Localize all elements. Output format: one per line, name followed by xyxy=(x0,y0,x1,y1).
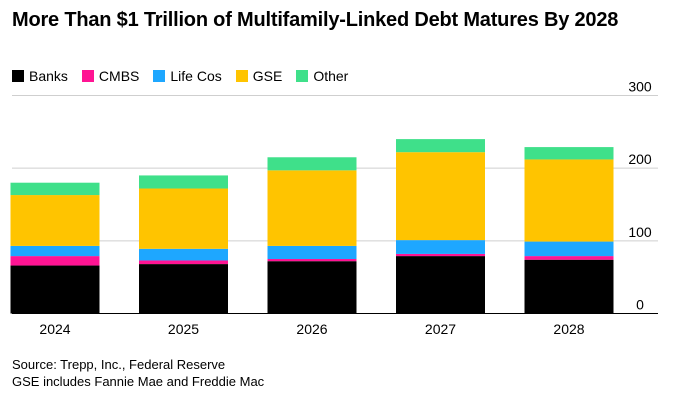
x-tick-label: 2024 xyxy=(39,321,70,337)
bar-segment-banks xyxy=(267,261,357,314)
bar-segment-other xyxy=(139,175,228,189)
legend-item-life-cos: Life Cos xyxy=(153,68,222,84)
legend-item-banks: Banks xyxy=(12,68,68,84)
legend-item-gse: GSE xyxy=(235,68,283,84)
bar-segment-life-cos xyxy=(267,245,357,259)
bar-segment-gse xyxy=(524,159,614,242)
legend-item-cmbs: CMBS xyxy=(81,68,140,84)
x-tick-label: 2027 xyxy=(425,321,456,337)
bar-segment-banks xyxy=(139,264,228,314)
legend-swatch-cmbs xyxy=(81,70,94,82)
bar-segment-other xyxy=(10,182,100,196)
legend-label-cmbs: CMBS xyxy=(98,68,140,84)
legend-swatch-gse xyxy=(235,70,248,82)
footnote: GSE includes Fannie Mae and Freddie Mac xyxy=(12,374,265,389)
x-tick-label: 2028 xyxy=(553,321,584,337)
x-tick-label: 2026 xyxy=(296,321,327,337)
legend-label-life-cos: Life Cos xyxy=(170,68,222,84)
chart-title: More Than $1 Trillion of Multifamily-Lin… xyxy=(12,9,619,31)
bar-segment-gse xyxy=(10,195,100,246)
y-tick-label: 0 xyxy=(636,297,644,313)
bar-segment-gse xyxy=(139,188,228,249)
legend-swatch-banks xyxy=(12,70,24,82)
bar-segment-banks xyxy=(10,265,100,314)
legend-swatch-other xyxy=(296,70,309,82)
bar-segment-cmbs xyxy=(139,260,228,265)
y-tick-label: 300 xyxy=(628,79,652,95)
stacked-bar-chart: 0 100 200 300 2024 2025 2026 2027 2028 xyxy=(10,79,658,337)
bar-segment-life-cos xyxy=(139,248,228,261)
bar-segment-life-cos xyxy=(10,245,100,257)
legend-item-other: Other xyxy=(296,68,348,84)
bar-segment-gse xyxy=(396,152,485,241)
legend: Banks CMBS Life Cos GSE Other xyxy=(12,68,348,84)
legend-label-banks: Banks xyxy=(29,68,68,84)
bar-segment-cmbs xyxy=(267,259,357,262)
legend-swatch-life-cos xyxy=(153,70,166,82)
x-tick-label: 2025 xyxy=(168,321,199,337)
bar-segment-other xyxy=(524,147,614,160)
legend-label-gse: GSE xyxy=(252,68,283,84)
legend-label-other: Other xyxy=(313,68,349,84)
bar-segment-cmbs xyxy=(524,256,614,260)
bar-segment-banks xyxy=(524,259,614,314)
bar-segment-gse xyxy=(267,170,357,246)
bar-segment-other xyxy=(267,157,357,171)
y-tick-label: 200 xyxy=(628,151,652,167)
y-tick-label: 100 xyxy=(628,224,652,240)
bar-segment-life-cos xyxy=(524,241,614,257)
bar-segment-banks xyxy=(396,256,485,314)
bar-segment-cmbs xyxy=(10,256,100,266)
bar-segment-other xyxy=(396,139,485,153)
source-note: Source: Trepp, Inc., Federal Reserve xyxy=(12,357,226,372)
bar-segment-cmbs xyxy=(396,253,485,257)
bar-segment-life-cos xyxy=(396,240,485,254)
